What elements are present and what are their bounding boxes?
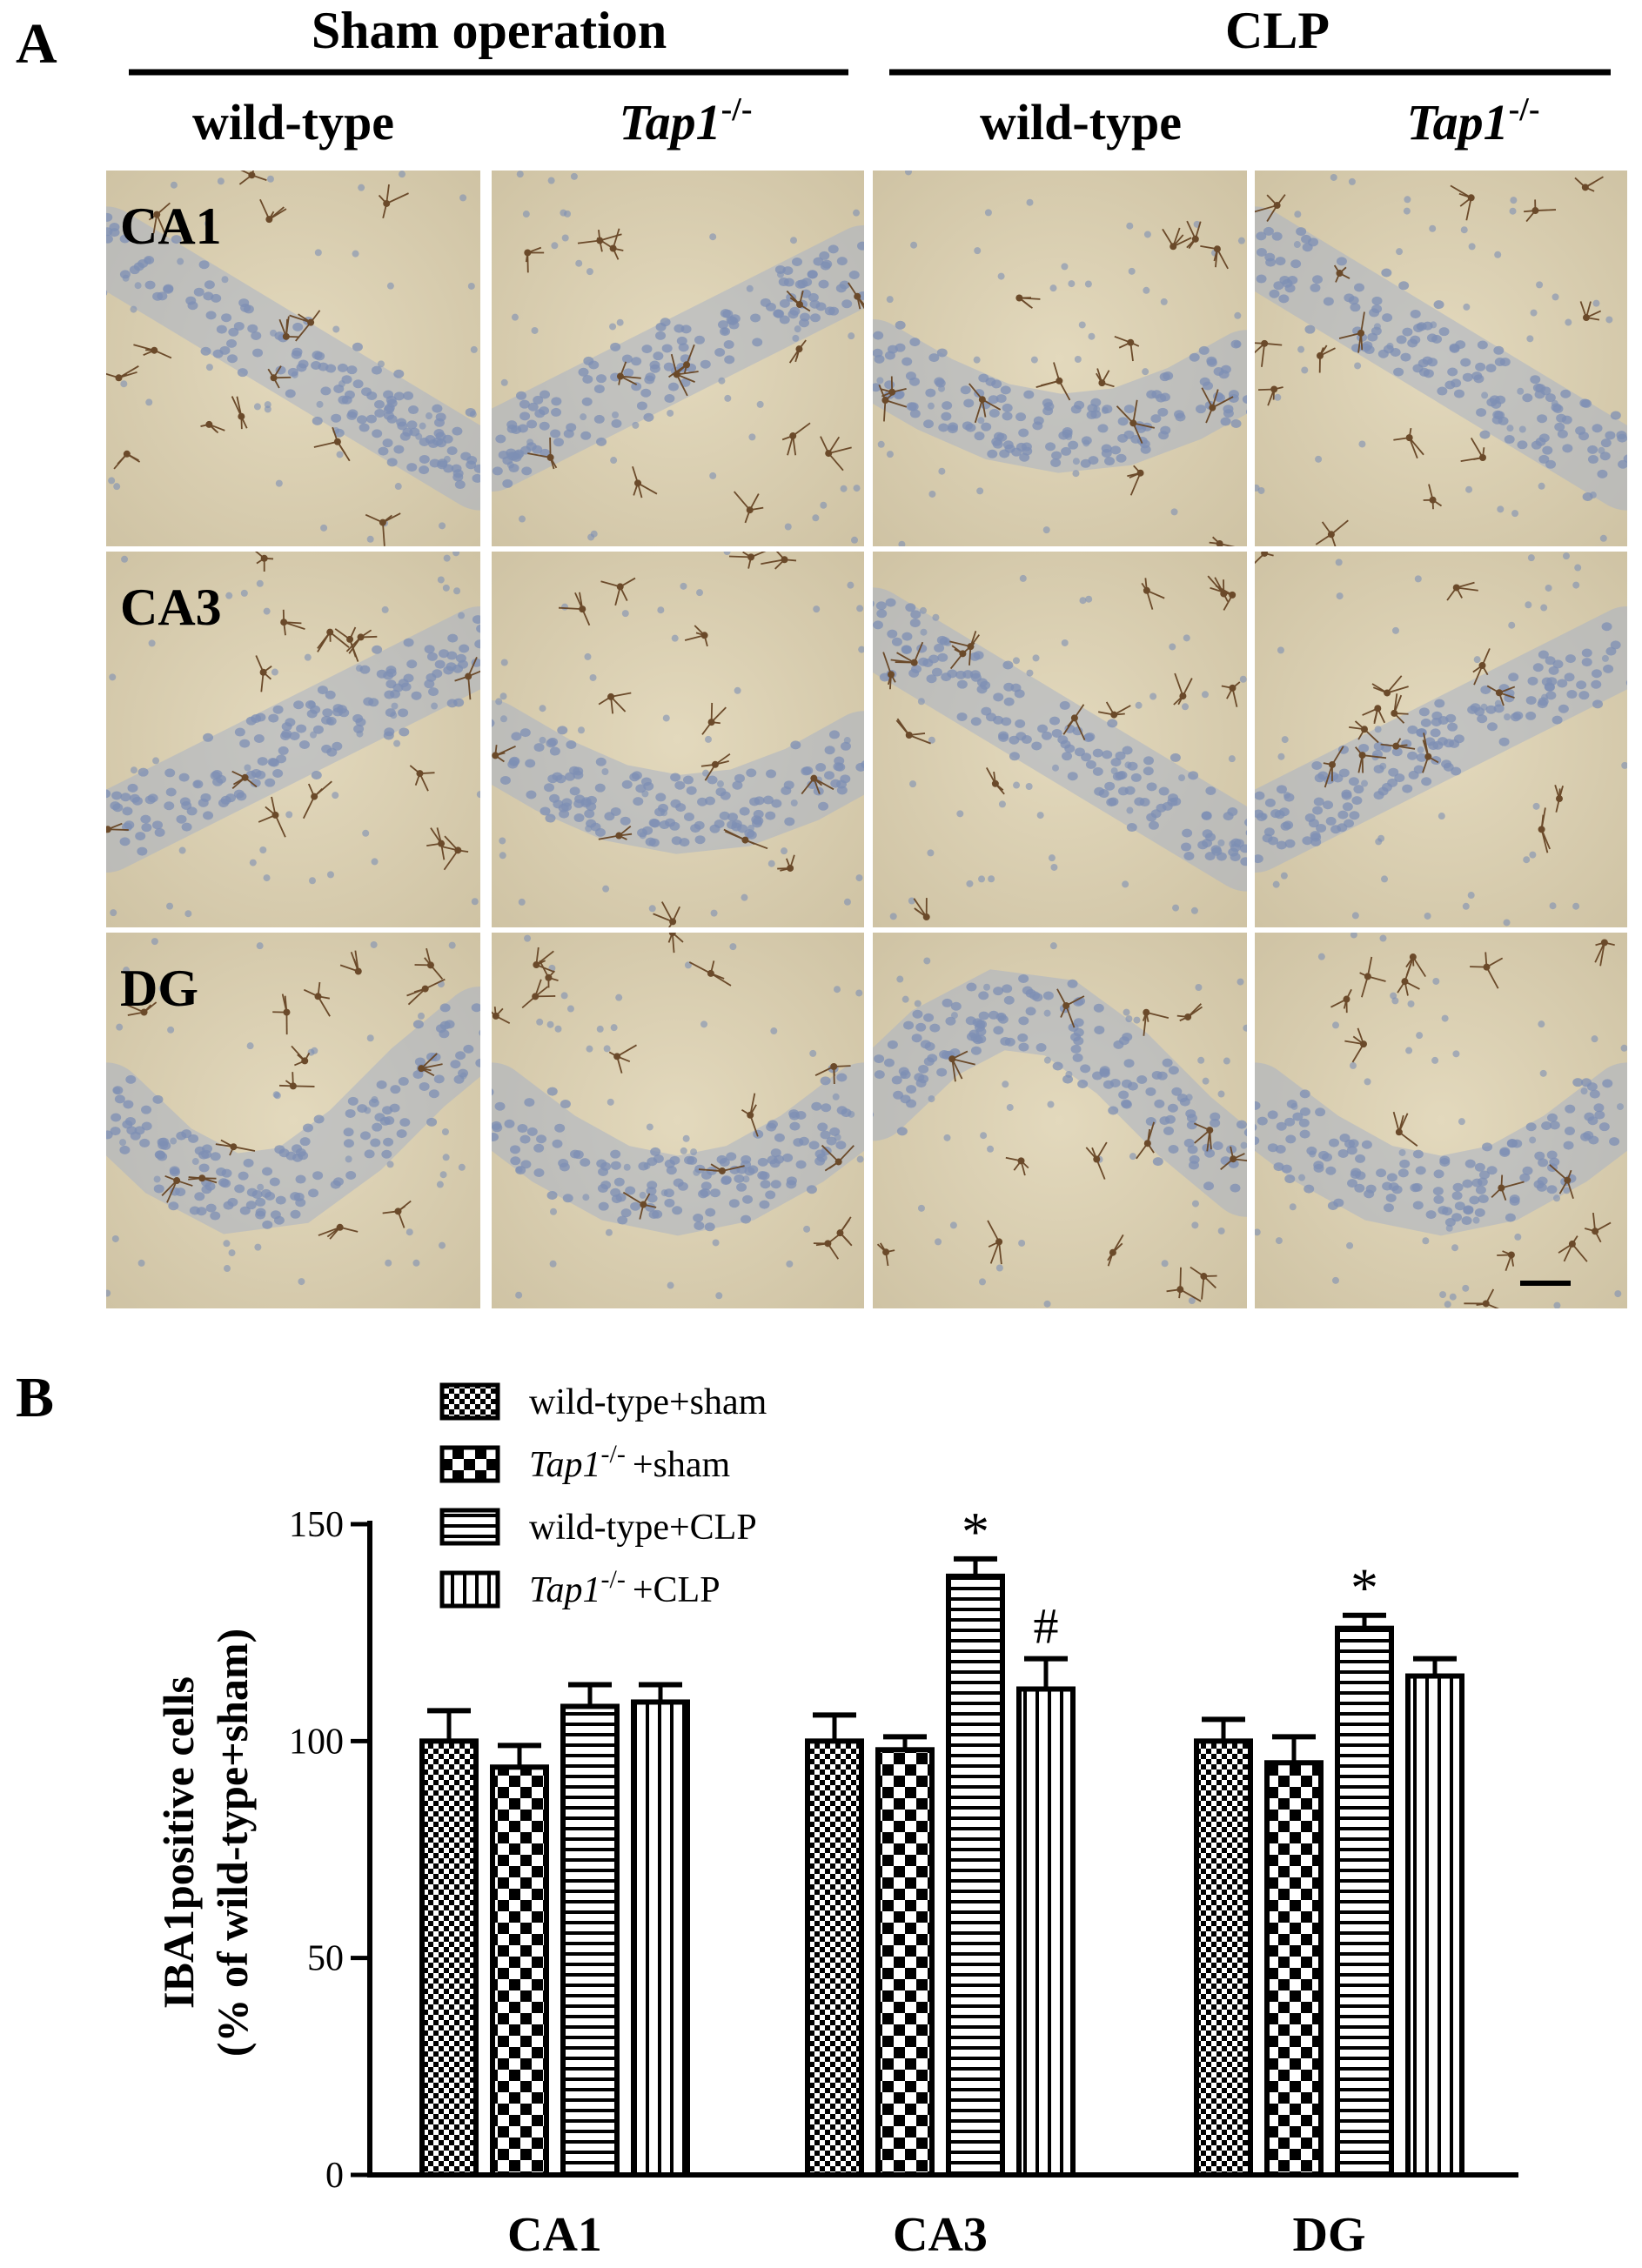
legend-swatch (439, 1570, 500, 1609)
legend-entry-3: Tap1-/- +CLP (529, 1565, 720, 1610)
x-tick-label: CA1 (507, 2208, 602, 2262)
bar-CA1-3 (631, 1699, 690, 2178)
micrograph-CA1-1 (492, 171, 864, 546)
column-header-text: Tap1 (620, 94, 721, 151)
header-clp: CLP (1225, 2, 1330, 59)
legend-entry-1: Tap1-/- +sham (529, 1440, 731, 1485)
row-label-CA1: CA1 (120, 197, 222, 255)
y-tick-label: 50 (307, 1939, 344, 1979)
micrograph-CA3-2 (873, 552, 1247, 927)
legend-superscript: -/- (601, 1565, 626, 1594)
y-tick-label: 150 (289, 1505, 344, 1545)
y-tick-label: 0 (325, 2156, 344, 2196)
micrograph-grid: CA1 CA3 DG (106, 171, 1627, 1308)
legend-text: wild-type (529, 1382, 669, 1422)
micrograph-DG-1 (492, 933, 864, 1308)
column-header-text: wild-type (980, 94, 1182, 151)
column-header-superscript: -/- (721, 91, 753, 128)
legend-suffix: +CLP (633, 1570, 720, 1610)
bar-CA1-0 (419, 1738, 479, 2178)
panel-a-label: A (16, 12, 57, 76)
column-header-text: wild-type (192, 94, 394, 151)
y-tick-label: 100 (289, 1722, 344, 1762)
legend-superscript: -/- (601, 1440, 626, 1469)
legend-text: Tap1 (529, 1445, 601, 1485)
bar-DG-1 (1264, 1760, 1324, 2178)
micrograph-CA3-0 (106, 552, 480, 927)
column-header-3: Tap1-/- (1407, 91, 1540, 151)
y-axis-label: IBA1positive cells (154, 1676, 203, 2009)
micrograph-DG-2 (873, 933, 1247, 1308)
bar-DG-3 (1405, 1673, 1464, 2178)
bar-chart: 0 50 100 150 IBA1positive cells (% of wild-ty… (154, 1382, 1518, 2262)
legend-suffix: +CLP (669, 1508, 757, 1548)
micrograph-CA3-1 (492, 552, 864, 927)
x-tick-label: CA3 (893, 2208, 988, 2262)
legend-suffix: +sham (669, 1382, 767, 1422)
bar-CA3-3 (1016, 1686, 1076, 2178)
column-header-0: wild-type (192, 94, 394, 151)
micrograph-DG-3 (1255, 933, 1627, 1308)
bar-CA3-2 (946, 1573, 1005, 2178)
legend-swatch (439, 1445, 500, 1483)
micrograph-CA1-2 (873, 171, 1247, 546)
legend-swatch (439, 1382, 500, 1421)
row-label-CA3: CA3 (120, 579, 222, 636)
panel-b-label: B (16, 1366, 54, 1429)
bar-CA1-1 (490, 1764, 549, 2178)
bar-DG-0 (1194, 1738, 1253, 2178)
legend-text: Tap1 (529, 1570, 601, 1610)
column-header-1: Tap1-/- (620, 91, 753, 151)
significance-marker: * (1350, 1557, 1378, 1619)
legend-entry-0: wild-type+sham (529, 1382, 767, 1422)
y-axis-label-secondary: (% of wild-type+sham) (208, 1629, 257, 2057)
micrograph-CA1-0 (106, 171, 480, 546)
legend-text: wild-type (529, 1508, 669, 1548)
legend-suffix: +sham (633, 1445, 731, 1485)
column-header-2: wild-type (980, 94, 1182, 151)
micrograph-DG-0 (106, 933, 480, 1308)
header-sham-operation: Sham operation (312, 2, 667, 59)
significance-marker: * (962, 1501, 989, 1562)
row-label-DG: DG (120, 960, 198, 1017)
bar-CA1-2 (560, 1703, 620, 2178)
bar-DG-2 (1335, 1625, 1394, 2178)
significance-marker: # (1034, 1598, 1059, 1655)
micrograph-CA1-3 (1255, 171, 1627, 546)
legend-entry-2: wild-type+CLP (529, 1508, 757, 1548)
bar-CA3-0 (805, 1738, 864, 2178)
column-header-superscript: -/- (1509, 91, 1540, 128)
x-tick-label: DG (1293, 2208, 1366, 2262)
column-header-text: Tap1 (1407, 94, 1509, 151)
micrograph-CA3-3 (1255, 552, 1627, 927)
column-headers: wild-type Tap1-/- wild-type Tap1-/- (192, 91, 1539, 151)
bar-CA3-1 (875, 1747, 935, 2178)
legend-swatch (439, 1508, 500, 1546)
